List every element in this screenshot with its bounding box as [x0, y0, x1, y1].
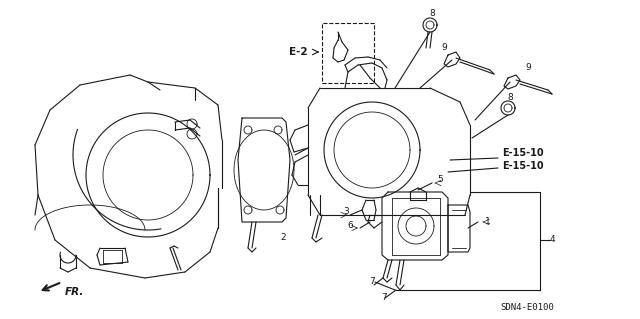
Text: 4: 4	[549, 235, 555, 244]
Text: SDN4-E0100: SDN4-E0100	[500, 303, 554, 313]
Text: 2: 2	[280, 234, 286, 242]
Text: E-2: E-2	[289, 47, 308, 57]
Text: FR.: FR.	[65, 287, 84, 297]
Text: 6: 6	[347, 220, 353, 229]
Text: 8: 8	[429, 10, 435, 19]
Text: 9: 9	[441, 43, 447, 53]
Text: 5: 5	[437, 175, 443, 184]
Text: E-15-10: E-15-10	[502, 148, 543, 158]
Text: 8: 8	[507, 93, 513, 102]
Text: 7: 7	[369, 278, 375, 286]
Bar	[322, 23, 374, 83]
Text: 9: 9	[525, 63, 531, 72]
Text: 3: 3	[343, 207, 349, 217]
Text: 7: 7	[381, 293, 387, 302]
Text: 1: 1	[485, 218, 491, 226]
Text: E-15-10: E-15-10	[502, 161, 543, 171]
